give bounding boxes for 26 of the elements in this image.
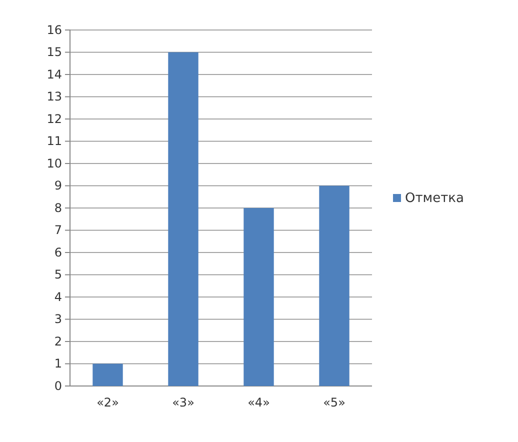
- y-tick-label: 4: [54, 290, 62, 304]
- x-tick-label: «5»: [323, 396, 346, 410]
- x-tick-label: «4»: [248, 396, 270, 410]
- y-tick-label: 10: [46, 156, 62, 170]
- y-tick-label: 7: [54, 223, 62, 238]
- bar: [319, 186, 350, 386]
- y-tick-label: 0: [54, 378, 62, 393]
- bar: [244, 208, 274, 386]
- y-tick-label: 12: [46, 112, 62, 126]
- bar: [168, 52, 198, 386]
- legend-label: Отметка: [405, 191, 464, 206]
- x-tick-label: «3»: [172, 396, 194, 410]
- y-tick-label: 15: [46, 45, 62, 60]
- y-tick-label: 14: [46, 67, 62, 82]
- y-tick-label: 3: [54, 312, 62, 326]
- y-tick-label: 16: [46, 22, 62, 37]
- x-tick-label: «2»: [96, 396, 119, 410]
- bar: [92, 364, 123, 386]
- y-tick-label: 13: [46, 90, 62, 104]
- y-tick-label: 8: [54, 200, 62, 215]
- y-tick-label: 11: [46, 134, 62, 148]
- y-tick-label: 1: [54, 356, 62, 371]
- y-tick-label: 9: [54, 178, 62, 193]
- y-tick-label: 6: [54, 245, 62, 260]
- y-tick-label: 5: [54, 268, 62, 282]
- y-tick-label: 2: [54, 334, 62, 348]
